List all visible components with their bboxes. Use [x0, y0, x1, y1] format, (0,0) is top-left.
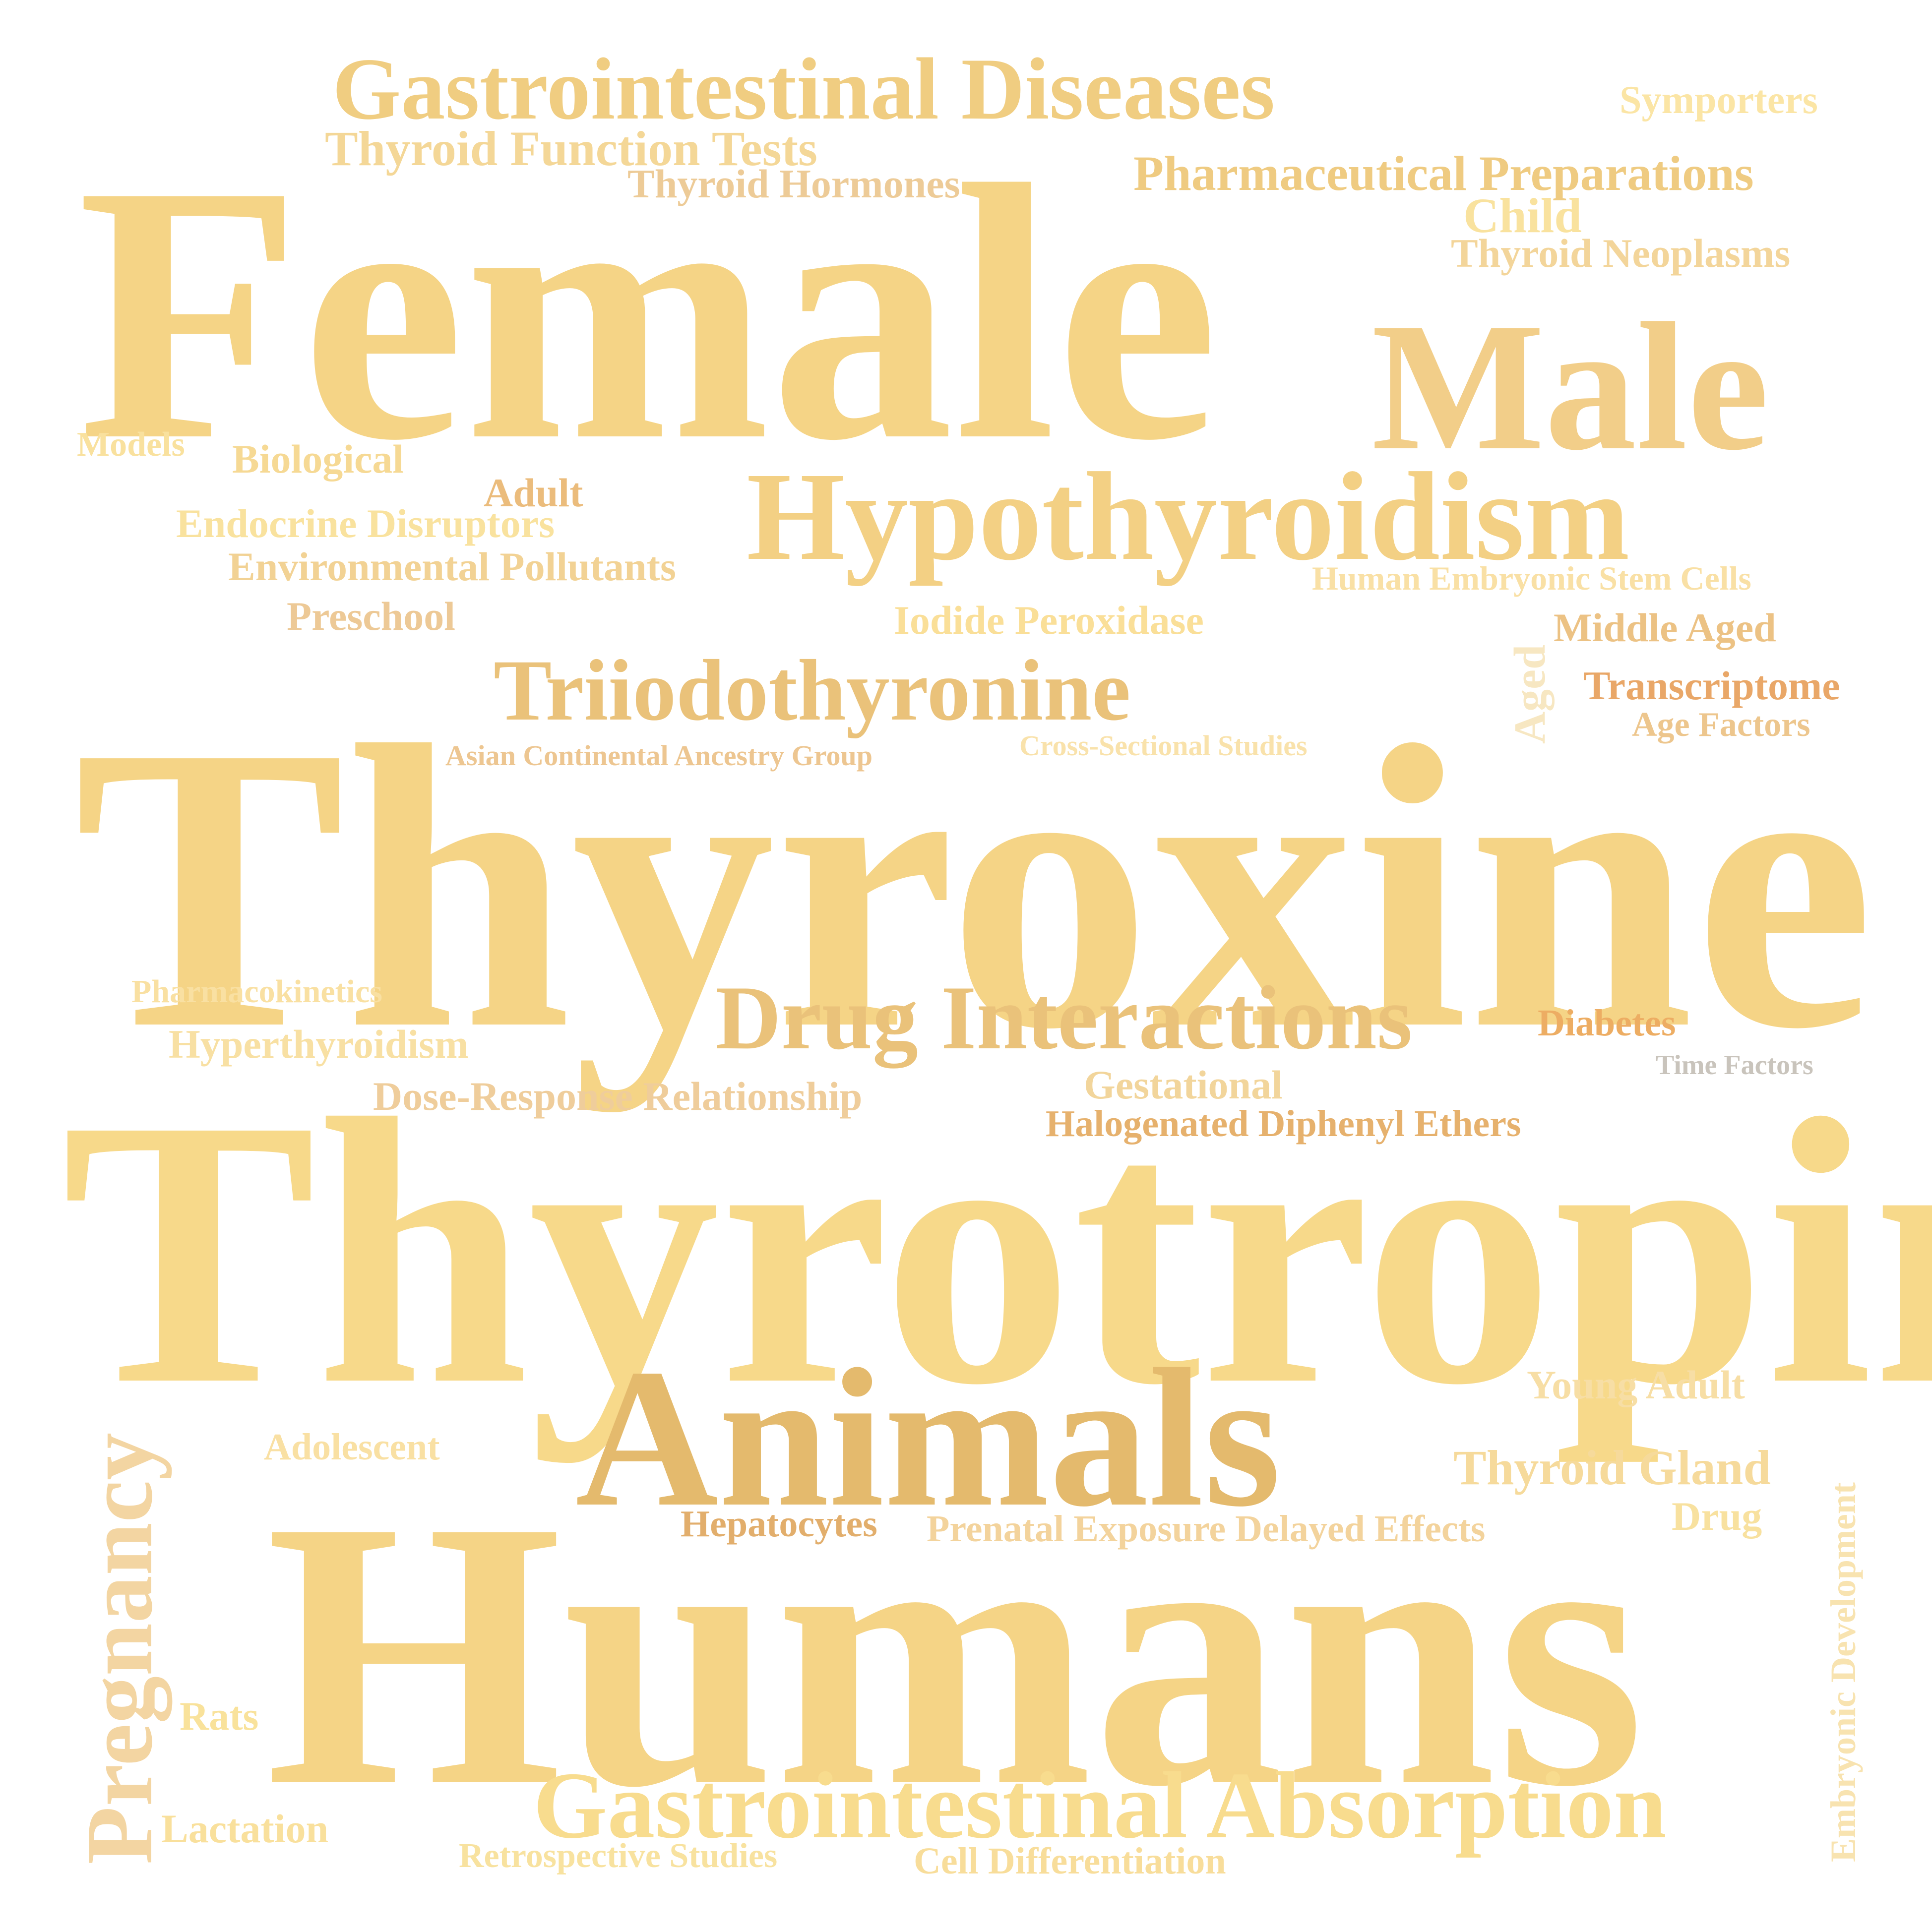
word-child: Child — [1463, 188, 1582, 243]
word-gastrointestinal-absorption: Gastrointestinal Absorption — [533, 1752, 1667, 1858]
word-triiodothyronine: Triiodothyronine — [494, 642, 1131, 739]
word-hypothyroidism: Hypothyroidism — [747, 447, 1630, 587]
word-gastrointestinal-diseases: Gastrointestinal Diseases — [332, 40, 1275, 138]
word-retrospective-studies: Retrospective Studies — [459, 1837, 778, 1875]
word-halogenated-diphenyl-ethers: Halogenated Diphenyl Ethers — [1046, 1103, 1521, 1145]
word-thyroid-neoplasms: Thyroid Neoplasms — [1451, 231, 1791, 276]
word-drug-interactions: Drug Interactions — [715, 967, 1413, 1068]
word-prenatal-exposure-delayed-effects: Prenatal Exposure Delayed Effects — [927, 1508, 1486, 1550]
word-lactation: Lactation — [161, 1806, 329, 1851]
word-adolescent: Adolescent — [264, 1426, 440, 1468]
word-models: Models — [77, 425, 185, 464]
word-drug: Drug — [1672, 1494, 1762, 1539]
word-aged: Aged — [1505, 645, 1555, 744]
word-pharmaceutical-preparations: Pharmaceutical Preparations — [1133, 146, 1754, 201]
word-hyperthyroidism: Hyperthyroidism — [169, 1022, 469, 1067]
word-environmental-pollutants: Environmental Pollutants — [228, 544, 676, 589]
word-gestational: Gestational — [1084, 1062, 1283, 1107]
word-thyroid-gland: Thyroid Gland — [1453, 1440, 1771, 1495]
word-thyroxine: Thyroxine — [74, 663, 1874, 1113]
word-rats: Rats — [180, 1693, 259, 1739]
word-embryonic-development: Embryonic Development — [1823, 1482, 1863, 1862]
word-thyrotropin: Thyrotropin — [62, 1040, 1932, 1463]
word-transcriptome: Transcriptome — [1583, 663, 1840, 708]
word-human-embryonic-stem-cells: Human Embryonic Stem Cells — [1312, 559, 1751, 597]
word-time-factors: Time Factors — [1656, 1050, 1813, 1081]
word-pharmacokinetics: Pharmacokinetics — [131, 973, 382, 1010]
word-adult: Adult — [484, 470, 583, 515]
word-pregnancy: Pregnancy — [66, 1432, 172, 1865]
word-diabetes: Diabetes — [1538, 1002, 1676, 1044]
word-cell-differentiation: Cell Differentiation — [914, 1840, 1226, 1882]
word-cross-sectional-studies: Cross-Sectional Studies — [1019, 729, 1308, 762]
word-preschool: Preschool — [287, 594, 456, 639]
word-thyroid-hormones: Thyroid Hormones — [627, 161, 960, 206]
word-female: Female — [77, 110, 1219, 516]
word-asian-continental-ancestry-group: Asian Continental Ancestry Group — [445, 739, 873, 772]
word-animals: Animals — [575, 1328, 1281, 1548]
word-endocrine-disruptors: Endocrine Disruptors — [176, 501, 555, 546]
word-young-adult: Young Adult — [1527, 1362, 1745, 1407]
word-biological: Biological — [232, 436, 404, 482]
word-dose-response-relationship: Dose-Response Relationship — [373, 1074, 863, 1119]
word-middle-aged: Middle Aged — [1554, 605, 1776, 650]
word-symporters: Symporters — [1620, 78, 1818, 122]
word-male: Male — [1371, 285, 1769, 488]
word-age-factors: Age Factors — [1632, 706, 1810, 744]
word-iodide-peroxidase: Iodide Peroxidase — [894, 598, 1204, 643]
word-hepatocytes: Hepatocytes — [681, 1503, 877, 1545]
word-thyroid-function-tests: Thyroid Function Tests — [325, 121, 817, 176]
word-humans: Humans — [265, 1442, 1645, 1865]
